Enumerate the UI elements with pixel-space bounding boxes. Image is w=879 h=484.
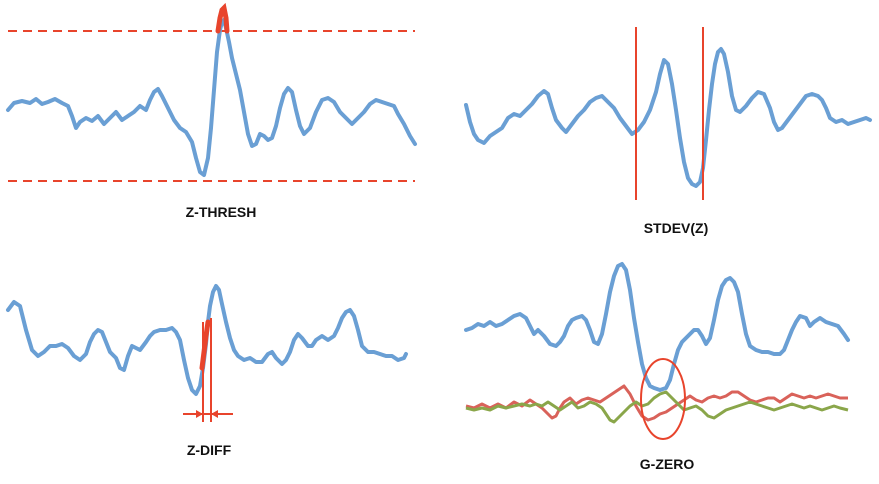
panel-g-zero [464,262,850,440]
label-g-zero: G-ZERO [639,456,695,472]
arrowhead-right [211,410,218,418]
label-stdev-z: STDEV(Z) [643,220,709,236]
label-z-diff: Z-DIFF [186,442,232,458]
green-trace [465,390,849,424]
signal-trace [6,284,408,396]
threshold-exceed-highlight [215,2,230,34]
panel-z-diff [6,284,408,422]
panel-stdev-z [464,27,872,200]
red-trace [465,384,848,422]
arrowhead-left [196,410,203,418]
label-z-thresh: Z-THRESH [185,204,257,220]
signal-trace [6,18,417,177]
signal-trace [464,262,850,392]
signal-trace [464,47,872,188]
panel-z-thresh [6,2,417,182]
zero-crossing-circle [640,358,686,440]
